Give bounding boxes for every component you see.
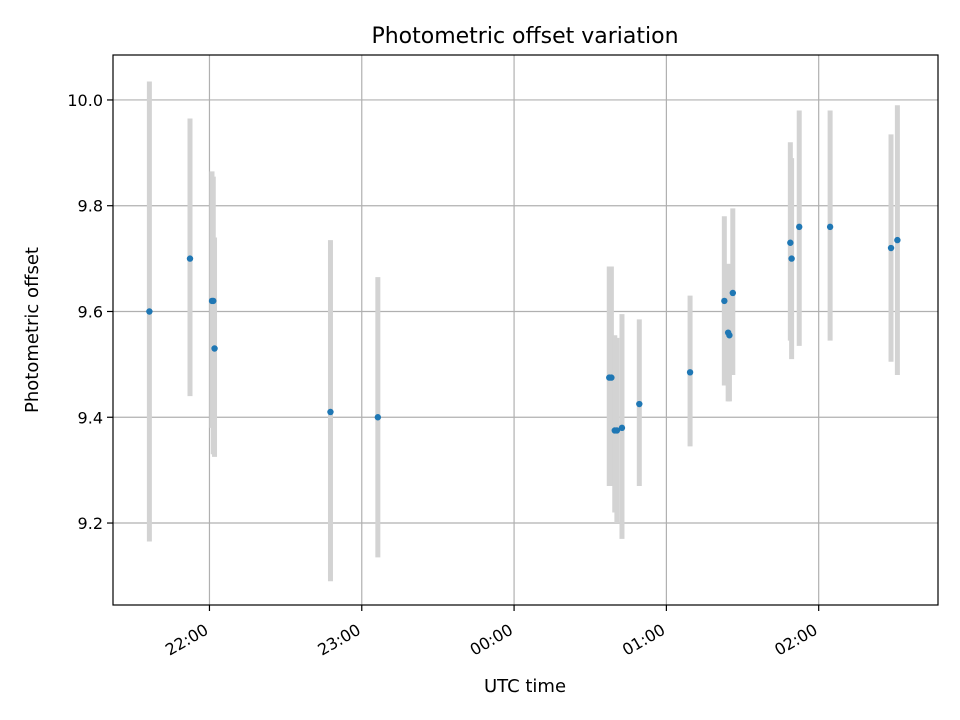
data-point xyxy=(729,289,737,297)
y-tick-label: 9.6 xyxy=(78,302,103,321)
data-point xyxy=(186,255,194,262)
data-point xyxy=(721,297,728,305)
data-point xyxy=(787,239,794,246)
data-point xyxy=(826,223,834,231)
data-point xyxy=(686,369,694,376)
data-point xyxy=(796,223,803,231)
y-tick-label: 9.4 xyxy=(78,408,103,427)
data-point xyxy=(211,345,218,352)
data-point xyxy=(210,297,217,305)
x-axis-label: UTC time xyxy=(484,676,566,697)
plot-frame xyxy=(112,54,939,606)
data-point xyxy=(618,424,626,432)
y-axis-label: Photometric offset xyxy=(22,247,43,413)
data-point xyxy=(146,308,153,315)
y-tick-label: 10.0 xyxy=(67,91,103,110)
data-point xyxy=(636,400,643,408)
y-tick-label: 9.2 xyxy=(78,514,103,533)
data-point xyxy=(726,332,733,339)
data-points xyxy=(146,223,901,434)
data-point xyxy=(788,255,795,262)
data-point xyxy=(894,236,901,244)
data-point xyxy=(374,414,382,421)
chart-title: Photometric offset variation xyxy=(371,24,678,49)
y-tick-label: 9.8 xyxy=(78,197,103,216)
data-point xyxy=(887,244,895,252)
data-point xyxy=(613,427,621,434)
data-point xyxy=(608,374,615,381)
data-point xyxy=(327,408,334,416)
